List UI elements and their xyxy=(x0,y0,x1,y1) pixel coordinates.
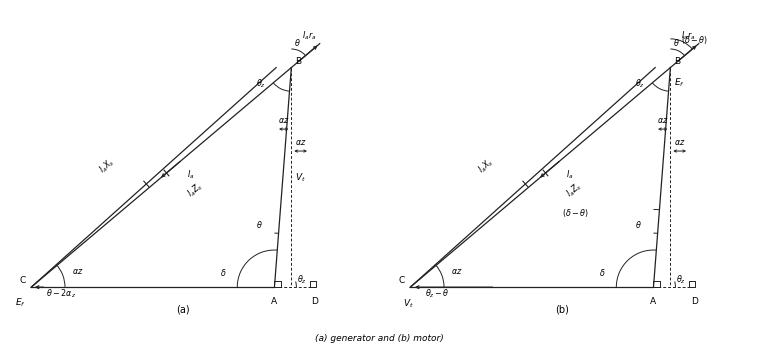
Text: D: D xyxy=(312,297,319,306)
Text: $\theta$: $\theta$ xyxy=(294,37,301,48)
Text: $I_a X_s$: $I_a X_s$ xyxy=(476,156,496,176)
Text: $(\delta - \theta)$: $(\delta - \theta)$ xyxy=(681,34,707,46)
Text: $\theta_z$: $\theta_z$ xyxy=(635,77,645,90)
Text: $\delta$: $\delta$ xyxy=(600,267,606,278)
Text: A: A xyxy=(650,297,657,306)
Text: $I_a r_a$: $I_a r_a$ xyxy=(302,29,317,42)
Text: $\theta$: $\theta$ xyxy=(256,219,263,230)
Text: $I_a Z_s$: $I_a Z_s$ xyxy=(564,179,584,199)
Text: B: B xyxy=(675,57,681,66)
Text: (b): (b) xyxy=(556,304,569,314)
Text: $V_t$: $V_t$ xyxy=(295,171,306,184)
Text: C: C xyxy=(20,276,26,286)
Text: $\alpha z$: $\alpha z$ xyxy=(72,267,83,276)
Text: $\alpha z$: $\alpha z$ xyxy=(674,138,685,147)
Text: A: A xyxy=(272,297,278,306)
Text: $V_t$: $V_t$ xyxy=(403,298,414,310)
Text: $\theta_z$: $\theta_z$ xyxy=(298,273,307,286)
Text: $I_a X_s$: $I_a X_s$ xyxy=(97,156,118,176)
Text: B: B xyxy=(295,57,301,66)
Text: $I_a r_a$: $I_a r_a$ xyxy=(681,29,695,42)
Text: $(\delta - \theta)$: $(\delta - \theta)$ xyxy=(562,207,590,219)
Text: $\theta$: $\theta$ xyxy=(635,219,641,230)
Text: $\theta_z - \theta$: $\theta_z - \theta$ xyxy=(426,288,450,300)
Text: $\theta - 2\alpha_z$: $\theta - 2\alpha_z$ xyxy=(46,288,77,300)
Text: $\theta$: $\theta$ xyxy=(673,37,680,48)
Text: (a) generator and (b) motor): (a) generator and (b) motor) xyxy=(315,334,444,343)
Text: $\alpha z$: $\alpha z$ xyxy=(451,267,462,276)
Text: $\delta$: $\delta$ xyxy=(220,267,227,278)
Text: C: C xyxy=(399,276,405,286)
Text: $E_f$: $E_f$ xyxy=(15,297,26,309)
Text: (a): (a) xyxy=(176,304,190,314)
Text: $E_f$: $E_f$ xyxy=(675,77,685,89)
Text: $\alpha z$: $\alpha z$ xyxy=(278,116,289,125)
Text: $I_a$: $I_a$ xyxy=(187,168,194,181)
Text: D: D xyxy=(691,297,698,306)
Text: $\theta_z$: $\theta_z$ xyxy=(676,273,686,286)
Text: $I_a$: $I_a$ xyxy=(566,168,574,181)
Text: $\theta_z$: $\theta_z$ xyxy=(256,77,266,90)
Text: $I_a Z_s$: $I_a Z_s$ xyxy=(185,179,206,199)
Text: $\alpha z$: $\alpha z$ xyxy=(657,116,669,125)
Text: $\alpha z$: $\alpha z$ xyxy=(294,138,307,147)
